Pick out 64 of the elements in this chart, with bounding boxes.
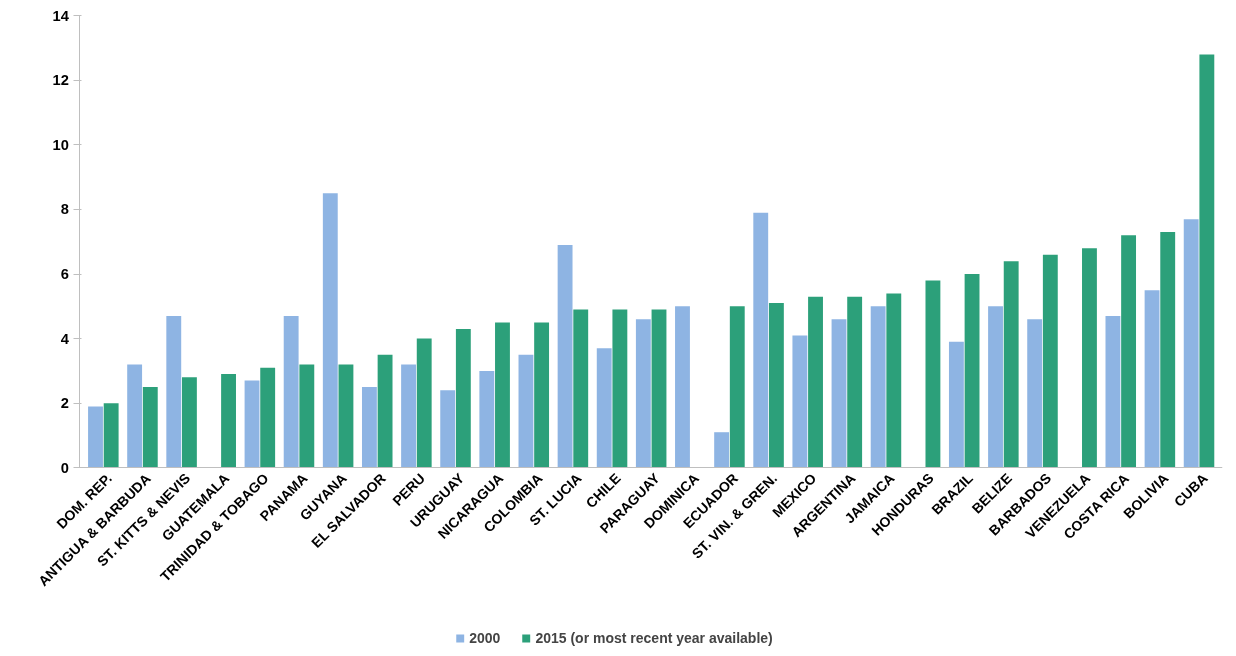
bar (322, 193, 338, 468)
bar (964, 274, 980, 468)
bar (377, 354, 393, 468)
bar (792, 335, 808, 468)
bar (870, 306, 886, 468)
bar (596, 348, 612, 468)
bar (1121, 235, 1137, 468)
bar (495, 322, 510, 468)
bar (166, 316, 182, 468)
bar (573, 309, 589, 468)
bar (1042, 254, 1058, 468)
bar (440, 390, 456, 468)
bar (1027, 319, 1043, 468)
bar (221, 374, 236, 468)
bar (635, 319, 651, 468)
bar (729, 306, 745, 468)
bar (651, 309, 667, 468)
bar (299, 364, 315, 468)
bar (1160, 232, 1176, 468)
bar (401, 364, 416, 468)
bar (338, 364, 354, 468)
y-tick-label: 4 (60, 330, 70, 347)
y-tick-label: 14 (52, 7, 70, 24)
bar (612, 309, 628, 468)
legend-label: 2015 (or most recent year available) (535, 630, 773, 646)
bar (1003, 261, 1019, 468)
bar (714, 432, 730, 468)
bar (181, 377, 197, 468)
bar (103, 403, 119, 468)
y-tick-label: 8 (60, 201, 69, 218)
bar (244, 380, 260, 468)
bar (847, 296, 863, 468)
bar (416, 338, 432, 468)
bar (361, 387, 377, 468)
bar (455, 328, 471, 468)
bar (948, 341, 964, 468)
bar (753, 212, 769, 468)
legend-label: 2000 (469, 630, 501, 646)
y-tick-label: 2 (60, 395, 69, 412)
y-tick-label: 10 (52, 136, 69, 153)
bar (1199, 54, 1215, 468)
bar (1082, 248, 1097, 468)
bar (127, 364, 143, 468)
bar (675, 306, 690, 468)
bar (518, 354, 534, 468)
bar (886, 293, 902, 468)
bar (1183, 219, 1199, 468)
bar (768, 303, 784, 468)
bar (260, 367, 276, 468)
y-tick-label: 6 (60, 266, 69, 283)
bar (831, 319, 847, 468)
y-tick-label: 12 (52, 72, 69, 89)
bar (925, 280, 941, 468)
bar (1144, 290, 1160, 468)
bar (557, 244, 573, 468)
bar (988, 306, 1003, 468)
bar (88, 406, 103, 468)
bar (1105, 316, 1121, 468)
bar (534, 322, 550, 468)
y-tick-label: 0 (60, 459, 69, 476)
bar (479, 370, 495, 468)
bar (283, 316, 299, 468)
bar (142, 387, 158, 468)
bar (808, 296, 823, 468)
